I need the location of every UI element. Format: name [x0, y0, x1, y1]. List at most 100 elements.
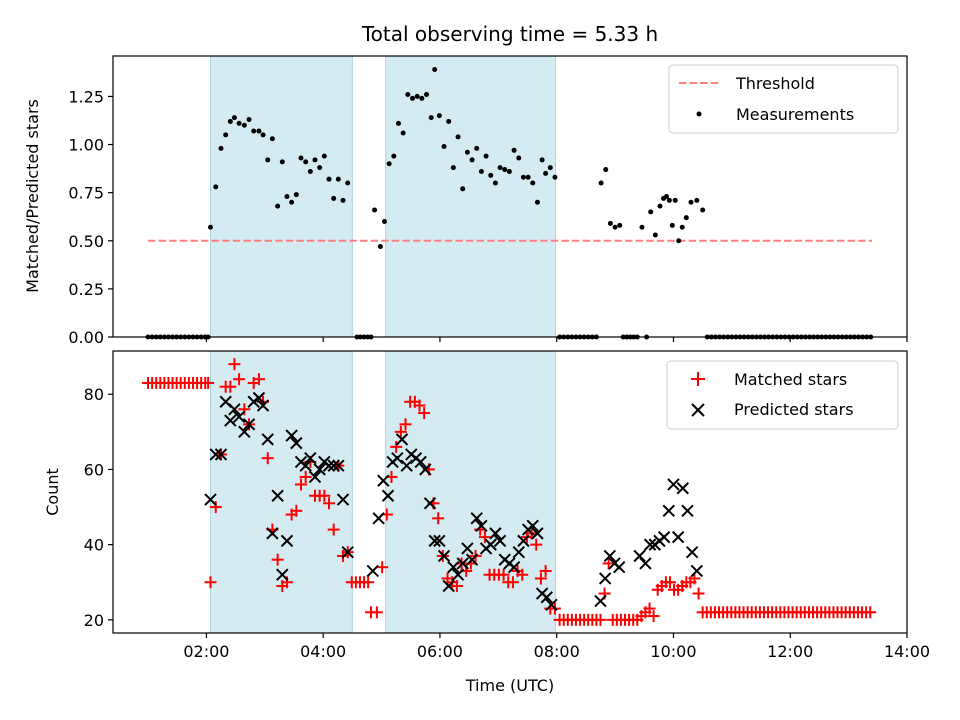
predicted-point [252, 391, 266, 405]
predicted-point [612, 560, 626, 574]
predicted-point [247, 395, 260, 408]
count-points [142, 358, 877, 626]
predicted-point [428, 534, 441, 548]
predicted-point [327, 459, 340, 472]
measurement-point [424, 91, 430, 97]
observing-intervals [209, 55, 557, 338]
matched-point [233, 373, 246, 386]
legend-matched-marker [691, 372, 705, 386]
matched-point [497, 568, 510, 581]
count-x-ticks: 02:00 04:00 06:00 08:00 10:00 12:00 14:00 [183, 633, 930, 661]
measurement-point [648, 209, 654, 215]
measurement-point [450, 165, 456, 171]
measurement-point [381, 219, 387, 225]
predicted-point [271, 489, 284, 502]
x-tick-label: 12:00 [767, 642, 813, 661]
measurement-point [428, 115, 434, 121]
measurement-point [405, 91, 411, 97]
measurement-point [231, 115, 237, 121]
predicted-point [224, 414, 237, 427]
measurement-point [400, 130, 406, 136]
legend-predicted-marker [691, 403, 705, 417]
ratio-legend: Threshold Measurements [668, 64, 899, 134]
legend-measurements-label: Measurements [736, 105, 854, 124]
measurement-point [688, 199, 694, 205]
matched-point [516, 568, 529, 581]
count-legend-box [666, 360, 899, 430]
predicted-point [299, 459, 312, 472]
predicted-point [594, 594, 607, 608]
measurement-point [223, 132, 229, 138]
matched-point [271, 553, 284, 566]
measurement-point [652, 232, 658, 238]
matched-point [209, 501, 222, 514]
measurement-point [377, 244, 383, 250]
predicted-point [545, 598, 558, 612]
matched-point [228, 358, 241, 371]
measurement-point [207, 224, 213, 230]
predicted-point [662, 504, 676, 518]
ratio-y-tick-label: 0.50 [68, 232, 104, 251]
predicted-point [341, 545, 354, 559]
legend-matched-label: Matched stars [734, 370, 847, 389]
predicted-point [507, 560, 521, 574]
count-legend: Matched stars Predicted stars [666, 360, 899, 430]
measurement-point [293, 192, 299, 198]
predicted-point [603, 549, 617, 563]
matched-point [478, 531, 491, 544]
measurement-point [218, 145, 224, 151]
measurement-point [279, 159, 285, 165]
matched-point [413, 399, 426, 412]
matched-point [299, 470, 312, 483]
predicted-point [437, 549, 451, 563]
x-tick-label: 10:00 [650, 642, 696, 661]
predicted-point [400, 459, 413, 472]
measurement-point [488, 172, 494, 178]
predicted-point [643, 538, 657, 551]
count-y-ticks: 20 40 60 80 [84, 385, 113, 630]
predicted-point [681, 504, 694, 518]
measurement-point [469, 157, 475, 163]
predicted-point [512, 545, 525, 559]
predicted-point [313, 463, 326, 476]
matched-point [602, 557, 615, 570]
matched-point [647, 610, 660, 623]
measurement-point [246, 117, 252, 123]
measurement-point [321, 153, 327, 159]
measurement-point [289, 199, 295, 205]
measurement-point [436, 113, 442, 119]
matched-point [432, 512, 445, 525]
chart-title: Total observing time = 5.33 h [361, 22, 658, 46]
measurement-point [672, 197, 678, 203]
measurement-point [506, 168, 512, 174]
measurement-point [516, 155, 522, 161]
predicted-point [332, 459, 345, 472]
predicted-point [489, 527, 502, 540]
ratio-y-tick-label: 1.00 [68, 136, 104, 155]
predicted-point [685, 545, 699, 559]
measurement-point [478, 168, 484, 174]
predicted-point [470, 512, 483, 525]
count-y-tick-label: 20 [84, 611, 104, 630]
measurement-point [552, 174, 558, 180]
predicted-point [276, 568, 289, 581]
x-tick-label: 08:00 [534, 642, 580, 661]
matched-point [204, 576, 217, 589]
predicted-point [540, 591, 553, 604]
predicted-point [381, 489, 395, 502]
matched-point [261, 452, 274, 465]
predicted-point [657, 530, 671, 544]
measurement-point [666, 197, 672, 203]
matched-point [252, 373, 265, 386]
measurement-point [520, 174, 526, 180]
measurement-point [530, 180, 536, 186]
measurement-point [303, 159, 309, 165]
predicted-point [671, 530, 685, 544]
matched-point [692, 587, 705, 600]
measurement-point [460, 186, 466, 192]
predicted-point [232, 410, 246, 424]
predicted-point [639, 557, 652, 570]
measurement-point [474, 145, 480, 151]
ratio-axes-frame [112, 55, 908, 338]
predicted-point [366, 564, 380, 578]
